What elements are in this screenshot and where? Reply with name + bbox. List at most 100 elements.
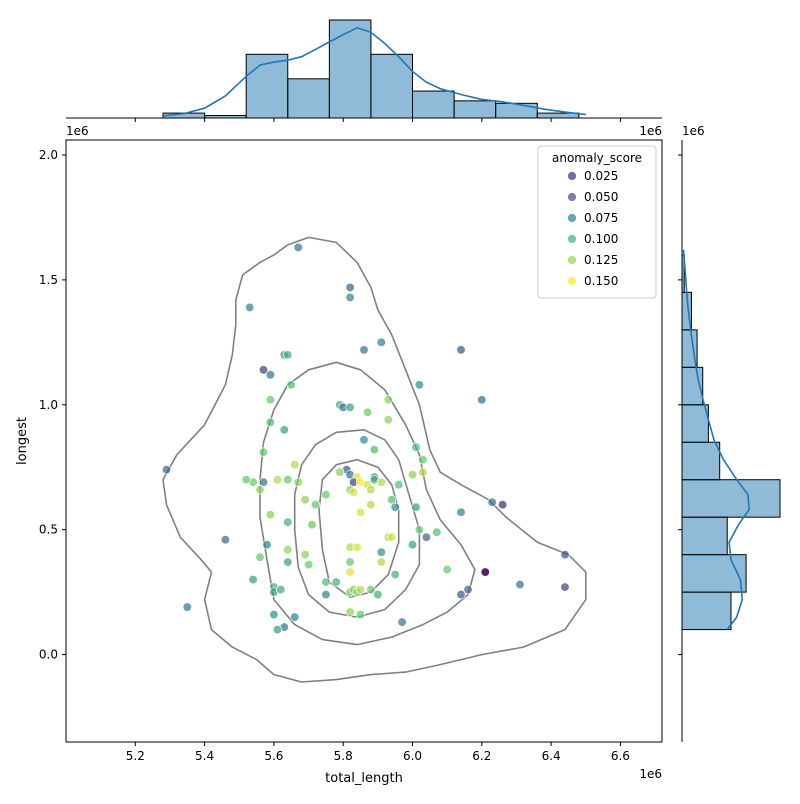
scatter-point bbox=[303, 559, 314, 570]
legend-label: 0.100 bbox=[584, 232, 618, 246]
scatter-point bbox=[411, 502, 421, 512]
right-hist-bar bbox=[681, 554, 747, 593]
right-hist-bar bbox=[681, 479, 781, 518]
scatter-point bbox=[300, 495, 310, 505]
scatter-point bbox=[283, 517, 293, 527]
scatter-point bbox=[418, 467, 428, 477]
x-ticks: 5.2 5.4 5.6 5.8 6.0 6.2 6.4 6.6 bbox=[126, 742, 630, 763]
scatter-point bbox=[480, 567, 490, 577]
scatter-point bbox=[407, 470, 418, 480]
scatter-point bbox=[355, 507, 366, 517]
scatter-point bbox=[421, 532, 432, 542]
y-tick-label: 0.0 bbox=[39, 648, 58, 662]
legend-marker bbox=[567, 213, 577, 223]
scatter-point bbox=[411, 442, 421, 452]
scatter-point bbox=[255, 552, 265, 562]
scatter-point bbox=[272, 624, 283, 635]
top-hist-bar bbox=[495, 102, 538, 119]
y-tick-label: 2.0 bbox=[39, 148, 58, 162]
scatter-point bbox=[255, 485, 265, 495]
scatter-point bbox=[279, 425, 289, 435]
scatter-point bbox=[265, 417, 276, 427]
scatter-point bbox=[310, 500, 321, 510]
scatter-point bbox=[362, 407, 373, 417]
y-offset-text: 1e6 bbox=[66, 124, 89, 138]
scatter-point bbox=[477, 395, 487, 405]
scatter-point bbox=[456, 589, 466, 600]
top-marginal-offset-text: 1e6 bbox=[639, 124, 662, 138]
scatter-point bbox=[387, 532, 397, 542]
legend-label: 0.025 bbox=[584, 169, 618, 183]
scatter-point bbox=[345, 402, 355, 412]
scatter-point bbox=[387, 495, 397, 505]
main-axes bbox=[65, 139, 663, 743]
scatter-point bbox=[335, 467, 345, 477]
scatter-point bbox=[293, 477, 303, 487]
scatter-point bbox=[258, 365, 269, 375]
scatter-point bbox=[355, 584, 366, 595]
scatter-point bbox=[515, 579, 525, 590]
scatter-point bbox=[258, 447, 269, 457]
legend-label: 0.050 bbox=[584, 190, 618, 204]
scatter-point bbox=[366, 500, 376, 510]
top-hist-bar bbox=[453, 100, 497, 119]
scatter-point bbox=[331, 577, 341, 587]
scatter-point bbox=[497, 500, 508, 510]
scatter-point bbox=[366, 584, 376, 595]
y-axis-label: longest bbox=[15, 417, 30, 465]
right-kde-line bbox=[682, 249, 750, 631]
top-kde-line bbox=[162, 26, 586, 117]
x-tick-label: 6.4 bbox=[542, 749, 561, 763]
scatter-point bbox=[290, 612, 300, 622]
scatter-point bbox=[355, 609, 366, 620]
legend: anomaly_score 0.0250.0500.0750.1000.1250… bbox=[537, 145, 657, 299]
scatter-point bbox=[345, 567, 355, 577]
scatter-point bbox=[383, 415, 393, 425]
top-hist-bar bbox=[328, 19, 372, 119]
y-ticks: 0.0 0.5 1.0 1.5 2.0 bbox=[39, 148, 66, 662]
scatter-point bbox=[345, 607, 355, 617]
scatter-point bbox=[220, 535, 231, 545]
contour-level-2 bbox=[259, 361, 476, 646]
top-marginal-histogram bbox=[162, 19, 586, 119]
scatter-point bbox=[182, 602, 192, 612]
scatter-point bbox=[272, 475, 283, 485]
x-tick-label: 5.4 bbox=[195, 749, 214, 763]
scatter-point bbox=[373, 589, 383, 600]
scatter-point bbox=[376, 337, 386, 347]
scatter-point bbox=[376, 547, 386, 557]
scatter-point bbox=[414, 380, 425, 390]
scatter-point bbox=[418, 455, 428, 465]
contour-level-3 bbox=[293, 429, 421, 618]
scatter-point bbox=[414, 525, 425, 535]
y-tick-label: 1.0 bbox=[39, 398, 58, 412]
top-marginal-ticks bbox=[134, 118, 621, 122]
scatter-point bbox=[407, 540, 418, 550]
scatter-point bbox=[265, 510, 276, 520]
scatter-point bbox=[321, 577, 331, 587]
x-offset-text: 1e6 bbox=[639, 767, 662, 781]
x-tick-label: 5.2 bbox=[126, 749, 145, 763]
scatter-point bbox=[300, 550, 310, 560]
scatter-point bbox=[307, 520, 317, 530]
x-tick-label: 5.6 bbox=[264, 749, 283, 763]
right-hist-bar bbox=[681, 404, 709, 443]
right-hist-bar bbox=[681, 441, 721, 481]
legend-label: 0.075 bbox=[584, 211, 618, 225]
x-tick-label: 6.0 bbox=[403, 749, 422, 763]
scatter-point bbox=[265, 395, 276, 405]
scatter-point bbox=[321, 490, 331, 500]
scatter-point bbox=[283, 557, 293, 567]
scatter-point bbox=[269, 609, 279, 620]
scatter-point bbox=[376, 477, 386, 487]
scatter-point bbox=[283, 475, 293, 485]
top-hist-bar bbox=[245, 53, 289, 119]
scatter-point bbox=[432, 527, 442, 537]
scatter-point bbox=[366, 485, 376, 495]
top-hist-bar bbox=[412, 90, 455, 119]
top-hist-bar bbox=[287, 78, 330, 119]
scatter-point bbox=[456, 345, 466, 355]
scatter-point bbox=[293, 242, 303, 253]
scatter-point bbox=[290, 460, 300, 470]
